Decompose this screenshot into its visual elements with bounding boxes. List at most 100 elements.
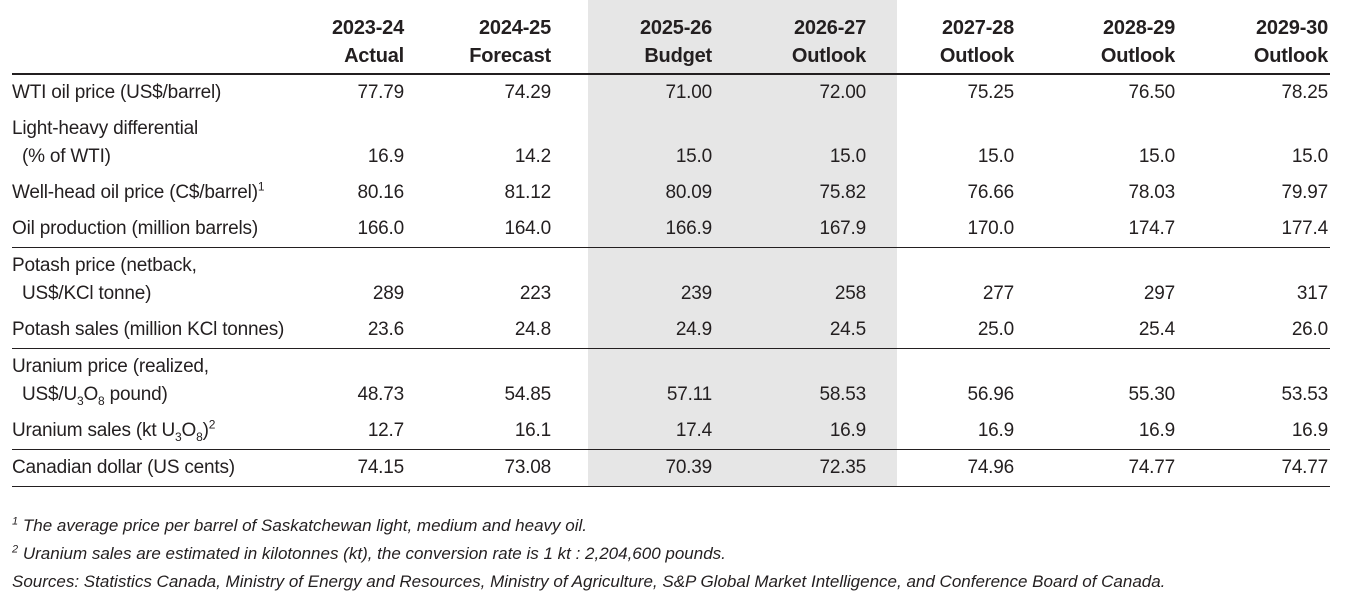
value-cell: 16.9 [977, 420, 1014, 441]
value-cell: 55.30 [1128, 384, 1175, 405]
column-header: 2029-30 Outlook [1206, 0, 1330, 74]
column-header: 2025-26 Budget [588, 0, 743, 74]
value-cell: 15.0 [1138, 146, 1175, 167]
value-cell: 164.0 [504, 218, 551, 239]
value-cell: 75.82 [743, 175, 897, 211]
footnote: 1 The average price per barrel of Saskat… [12, 512, 1165, 540]
value-cell: 54.85 [504, 384, 551, 405]
row-label: Oil production (million barrels) [12, 211, 330, 248]
label-line: Potash sales (million KCl tonnes) [12, 319, 285, 340]
column-year: 2024-25 [479, 17, 551, 39]
column-header: 2028-29 Outlook [1045, 0, 1206, 74]
value-cell: 23.6 [367, 319, 404, 340]
value-cell: 16.9 [743, 413, 897, 450]
label-line: Potash price (netback, [12, 255, 197, 276]
value-cell: 77.79 [357, 82, 404, 103]
value-cell: 170.0 [967, 218, 1014, 239]
footnote: 2 Uranium sales are estimated in kiloton… [12, 540, 1165, 568]
label-line: WTI oil price (US$/barrel) [12, 82, 222, 103]
value-cell: 76.50 [1128, 82, 1175, 103]
value-cell: 81.12 [504, 182, 551, 203]
row-label: Uranium price (realized, US$/U3O8 pound) [12, 349, 330, 414]
footnotes: 1 The average price per barrel of Saskat… [12, 512, 1165, 596]
value-cell: 25.0 [977, 319, 1014, 340]
value-cell: 72.00 [743, 74, 897, 111]
value-cell: 277 [982, 283, 1014, 304]
column-kind: Outlook [791, 45, 866, 67]
value-cell: 167.9 [743, 211, 897, 248]
row-label: Potash price (netback, US$/KCl tonne) [12, 248, 330, 313]
value-cell: 79.97 [1281, 182, 1328, 203]
value-cell: 74.77 [1281, 457, 1328, 478]
label-line: Uranium price (realized, [12, 356, 209, 377]
column-year: 2026-27 [794, 17, 866, 39]
label-line: Oil production (million barrels) [12, 218, 258, 239]
data-row: Well-head oil price (C$/barrel)1 80.16 81.… [12, 175, 1330, 211]
value-cell: 289 [372, 283, 404, 304]
value-cell: 24.9 [588, 312, 743, 349]
label-line: (% of WTI) [22, 146, 111, 167]
value-cell: 70.39 [588, 449, 743, 487]
value-cell: 57.11 [588, 348, 743, 413]
value-cell: 223 [519, 283, 551, 304]
data-row: Oil production (million barrels) 166.0 164… [12, 211, 1330, 248]
value-cell: 74.15 [357, 457, 404, 478]
value-cell: 25.4 [1138, 319, 1175, 340]
column-year: 2029-30 [1256, 17, 1328, 39]
label-line: Uranium sales (kt U3O8)2 [12, 417, 330, 445]
label-text: Well-head oil price (C$/barrel) [12, 182, 258, 203]
label-text: pound) [104, 384, 168, 405]
value-cell: 16.9 [367, 146, 404, 167]
data-row: Light-heavy differential (% of WTI) 16.9 14… [12, 111, 1330, 175]
value-cell: 80.16 [357, 182, 404, 203]
value-cell: 239 [588, 247, 743, 312]
row-label: Potash sales (million KCl tonnes) [12, 312, 330, 349]
value-cell: 16.9 [1138, 420, 1175, 441]
value-cell: 15.0 [588, 111, 743, 175]
value-cell: 58.53 [743, 348, 897, 413]
sources: Sources: Statistics Canada, Ministry of … [12, 572, 1166, 591]
subscript: 3 [175, 429, 182, 444]
value-cell: 48.73 [357, 384, 404, 405]
label-text: O [83, 384, 99, 405]
value-cell: 24.5 [743, 312, 897, 349]
value-cell: 15.0 [977, 146, 1014, 167]
value-cell: 75.25 [967, 82, 1014, 103]
footnote-mark: 2 [12, 543, 19, 556]
value-cell: 74.29 [504, 82, 551, 103]
value-cell: 15.0 [743, 111, 897, 175]
value-cell: 14.2 [514, 146, 551, 167]
value-cell: 56.96 [967, 384, 1014, 405]
column-header: 2027-28 Outlook [897, 0, 1045, 74]
row-label: Canadian dollar (US cents) [12, 450, 330, 487]
column-kind: Budget [644, 45, 712, 67]
row-label: WTI oil price (US$/barrel) [12, 74, 330, 111]
column-year: 2028-29 [1103, 17, 1175, 39]
value-cell: 317 [1296, 283, 1328, 304]
footnote-ref: 1 [257, 179, 265, 194]
value-cell: 78.03 [1128, 182, 1175, 203]
value-cell: 76.66 [967, 182, 1014, 203]
row-group: Potash price (netback, US$/KCl tonne) 289 2… [12, 247, 1330, 349]
header-row: 2023-24 Actual 2024-25 Forecast 2025-26 Budge… [12, 0, 1330, 74]
label-line: US$/KCl tonne) [22, 283, 152, 304]
footnote-ref: 2 [208, 417, 216, 432]
value-cell: 297 [1143, 283, 1175, 304]
subscript: 8 [98, 393, 105, 408]
label-line: US$/U3O8 pound) [12, 381, 330, 409]
label-line: Light-heavy differential [12, 118, 199, 139]
label-text: Uranium sales (kt U [12, 420, 176, 441]
value-cell: 166.9 [588, 211, 743, 248]
column-year: 2023-24 [332, 17, 404, 39]
row-group: Canadian dollar (US cents) 74.15 73.08 70.3… [12, 449, 1330, 487]
value-cell: 26.0 [1291, 319, 1328, 340]
value-cell: 73.08 [504, 457, 551, 478]
label-text: ) [202, 420, 209, 441]
value-cell: 71.00 [588, 74, 743, 111]
footnote-text: Uranium sales are estimated in kilotonne… [22, 544, 726, 563]
label-line: Canadian dollar (US cents) [12, 457, 235, 478]
column-kind: Forecast [469, 45, 551, 67]
column-year: 2025-26 [640, 17, 712, 39]
row-label: Light-heavy differential (% of WTI) [12, 111, 330, 175]
